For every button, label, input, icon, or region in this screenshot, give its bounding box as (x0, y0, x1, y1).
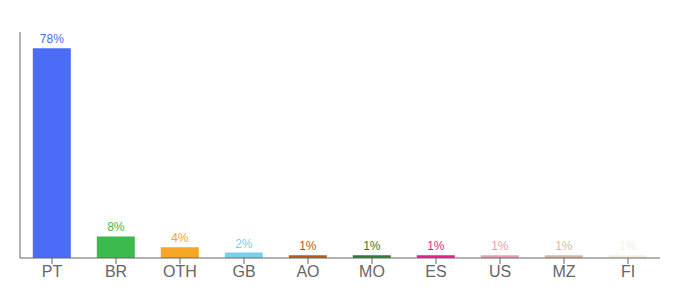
svg-text:4%: 4% (171, 231, 189, 245)
svg-text:1%: 1% (363, 239, 381, 253)
svg-text:AO: AO (296, 263, 319, 280)
svg-text:GB: GB (232, 263, 255, 280)
svg-text:1%: 1% (555, 239, 573, 253)
svg-text:FI: FI (621, 263, 635, 280)
svg-text:PT: PT (42, 263, 63, 280)
svg-text:US: US (489, 263, 511, 280)
svg-text:1%: 1% (619, 239, 637, 253)
svg-text:ES: ES (425, 263, 446, 280)
svg-text:1%: 1% (299, 239, 317, 253)
svg-text:MO: MO (359, 263, 385, 280)
svg-text:OTH: OTH (163, 263, 197, 280)
svg-text:MZ: MZ (552, 263, 575, 280)
svg-text:1%: 1% (491, 239, 509, 253)
svg-text:78%: 78% (40, 32, 64, 46)
svg-text:2%: 2% (235, 237, 253, 251)
svg-text:BR: BR (105, 263, 127, 280)
svg-text:1%: 1% (427, 239, 445, 253)
svg-text:8%: 8% (107, 220, 125, 234)
